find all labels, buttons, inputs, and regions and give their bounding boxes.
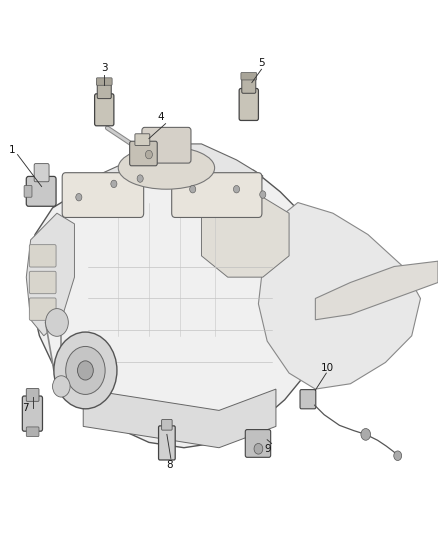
Text: 5: 5 xyxy=(258,58,265,68)
FancyBboxPatch shape xyxy=(130,141,157,166)
Ellipse shape xyxy=(118,147,215,189)
FancyBboxPatch shape xyxy=(34,164,49,182)
Circle shape xyxy=(190,185,196,193)
FancyBboxPatch shape xyxy=(29,298,56,320)
FancyBboxPatch shape xyxy=(242,75,256,93)
Text: 10: 10 xyxy=(321,363,334,373)
Circle shape xyxy=(66,346,105,394)
FancyBboxPatch shape xyxy=(26,176,56,206)
Polygon shape xyxy=(83,389,276,448)
Polygon shape xyxy=(201,197,289,277)
FancyBboxPatch shape xyxy=(97,80,111,99)
Circle shape xyxy=(46,309,68,336)
FancyBboxPatch shape xyxy=(159,426,175,460)
Circle shape xyxy=(145,150,152,159)
FancyBboxPatch shape xyxy=(162,419,172,430)
Circle shape xyxy=(254,443,263,454)
FancyBboxPatch shape xyxy=(24,185,32,197)
Polygon shape xyxy=(31,149,333,448)
FancyBboxPatch shape xyxy=(241,72,257,80)
FancyBboxPatch shape xyxy=(26,427,39,437)
Polygon shape xyxy=(88,144,263,208)
FancyBboxPatch shape xyxy=(135,134,150,146)
Text: 1: 1 xyxy=(9,146,16,155)
Circle shape xyxy=(78,361,93,380)
FancyBboxPatch shape xyxy=(95,94,114,126)
Circle shape xyxy=(54,332,117,409)
Circle shape xyxy=(361,429,371,440)
Circle shape xyxy=(260,191,266,198)
Circle shape xyxy=(394,451,402,461)
Polygon shape xyxy=(315,261,438,320)
FancyBboxPatch shape xyxy=(29,245,56,267)
FancyBboxPatch shape xyxy=(300,390,316,409)
Circle shape xyxy=(111,180,117,188)
Polygon shape xyxy=(26,213,74,336)
Circle shape xyxy=(76,193,82,201)
FancyBboxPatch shape xyxy=(22,396,42,431)
Text: 3: 3 xyxy=(101,63,108,73)
Circle shape xyxy=(53,376,70,397)
Circle shape xyxy=(233,185,240,193)
FancyBboxPatch shape xyxy=(142,127,191,163)
Circle shape xyxy=(137,175,143,182)
FancyBboxPatch shape xyxy=(245,430,271,457)
FancyBboxPatch shape xyxy=(239,88,258,120)
FancyBboxPatch shape xyxy=(62,173,144,217)
FancyBboxPatch shape xyxy=(172,173,262,217)
FancyBboxPatch shape xyxy=(96,78,112,85)
Text: 9: 9 xyxy=(265,444,272,454)
FancyBboxPatch shape xyxy=(29,271,56,294)
Polygon shape xyxy=(258,203,420,389)
FancyBboxPatch shape xyxy=(26,389,39,401)
Text: 7: 7 xyxy=(22,403,29,413)
Text: 8: 8 xyxy=(166,460,173,470)
Text: 4: 4 xyxy=(158,112,165,122)
